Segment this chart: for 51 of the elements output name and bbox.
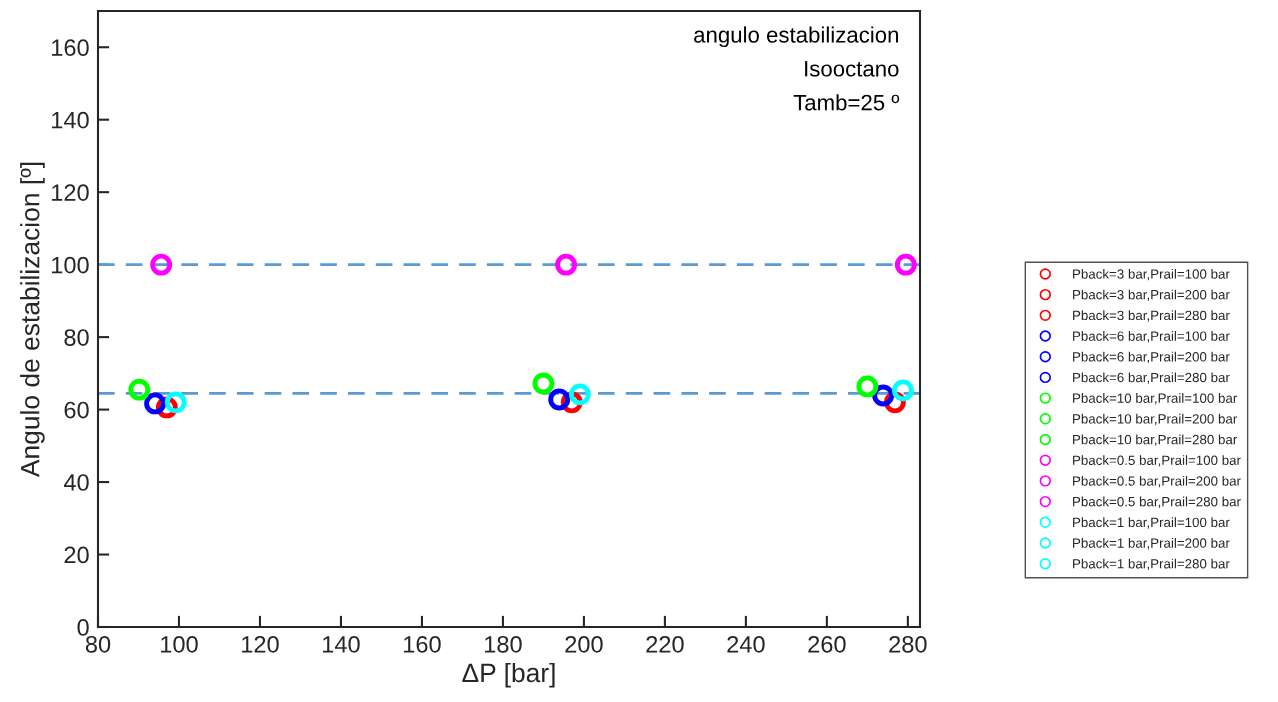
point (548, 388, 571, 411)
legend-label: Pback=3 bar,Prail=200 bar (1073, 289, 1230, 301)
legend-label: Pback=10 bar,Prail=280 bar (1073, 434, 1238, 446)
x-tick-label: 260 (808, 635, 846, 653)
point (164, 391, 187, 414)
y-tick-label: 60 (64, 401, 89, 419)
x-tick-label: 180 (485, 635, 522, 653)
y-tick-label: 120 (52, 184, 89, 201)
y-tick-label: 40 (63, 474, 89, 491)
point (856, 375, 879, 398)
point (555, 253, 578, 276)
y-tick-label: 20 (64, 546, 89, 564)
y-axis-title: Angulo de estabilizacion [º] (20, 162, 45, 478)
legend-label: Pback=0.5 bar,Prail=200 bar (1073, 475, 1241, 488)
y-tick-label: 0 (77, 619, 89, 636)
legend-label: Pback=3 bar,Prail=100 bar (1073, 268, 1230, 281)
point (128, 378, 151, 401)
y-tick-label: 100 (52, 256, 89, 274)
annotation: Isooctano (805, 61, 899, 77)
x-tick-label: 160 (404, 635, 441, 653)
x-tick-label: 200 (565, 635, 603, 653)
x-tick-label: 80 (85, 635, 111, 653)
x-tick-label: 100 (161, 635, 198, 653)
legend-label: Pback=6 bar,Prail=200 bar (1073, 351, 1230, 364)
x-tick-label: 120 (242, 635, 279, 653)
legend-label: Pback=6 bar,Prail=280 bar (1073, 372, 1230, 384)
legend-label: Pback=3 bar,Prail=280 bar (1073, 310, 1230, 322)
point (894, 253, 917, 276)
point (568, 383, 591, 406)
point (150, 253, 173, 276)
legend-label: Pback=1 bar,Prail=100 bar (1073, 517, 1230, 529)
legend-label: Pback=10 bar,Prail=200 bar (1073, 413, 1238, 426)
legend-label: Pback=0.5 bar,Prail=280 bar (1073, 496, 1241, 508)
annotation: angulo estabilizacion (694, 26, 899, 48)
y-tick-label: 80 (64, 329, 89, 346)
legend-label: Pback=6 bar,Prail=100 bar (1073, 331, 1230, 343)
legend-label: Pback=0.5 bar,Prail=100 bar (1073, 455, 1241, 467)
x-tick-label: 220 (646, 635, 684, 653)
legend-label: Pback=10 bar,Prail=100 bar (1073, 393, 1238, 405)
x-tick-label: 280 (889, 635, 927, 653)
y-tick-label: 160 (52, 39, 89, 57)
x-axis-title: ΔP [bar] (462, 662, 555, 688)
point (892, 379, 914, 402)
annotation: Tamb=25 º (793, 94, 900, 111)
x-tick-label: 140 (323, 635, 360, 653)
legend-label: Pback=1 bar,Prail=200 bar (1073, 537, 1230, 550)
x-tick-label: 240 (727, 635, 765, 653)
legend-label: Pback=1 bar,Prail=280 bar (1073, 558, 1230, 571)
point (144, 392, 167, 415)
point (532, 372, 555, 395)
y-tick-label: 140 (52, 111, 89, 129)
